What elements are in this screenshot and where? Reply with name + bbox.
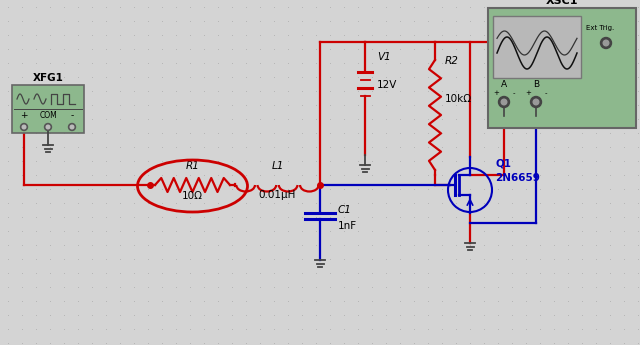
- Text: 2N6659: 2N6659: [495, 173, 540, 183]
- Circle shape: [68, 124, 76, 130]
- Circle shape: [501, 99, 507, 105]
- Text: +: +: [525, 90, 531, 96]
- Circle shape: [46, 125, 50, 129]
- Text: V1: V1: [377, 52, 391, 62]
- Text: +: +: [493, 90, 499, 96]
- Text: R2: R2: [445, 56, 459, 66]
- Text: -: -: [513, 90, 515, 96]
- FancyBboxPatch shape: [488, 8, 636, 128]
- Circle shape: [22, 125, 26, 129]
- Text: Q1: Q1: [495, 159, 511, 169]
- Text: +: +: [20, 111, 28, 120]
- Text: COM: COM: [39, 111, 57, 120]
- Text: -: -: [545, 90, 547, 96]
- Text: XSC1: XSC1: [546, 0, 579, 6]
- Circle shape: [45, 124, 51, 130]
- Text: Ext Trig.: Ext Trig.: [586, 25, 614, 31]
- Text: XFG1: XFG1: [33, 73, 63, 83]
- Text: 10Ω: 10Ω: [182, 191, 203, 201]
- Text: 10kΩ: 10kΩ: [445, 94, 472, 104]
- Circle shape: [600, 38, 611, 49]
- Text: A: A: [501, 80, 507, 89]
- Text: 1nF: 1nF: [338, 221, 357, 231]
- Text: R1: R1: [186, 161, 200, 171]
- Text: 0.01μH: 0.01μH: [259, 190, 296, 200]
- FancyBboxPatch shape: [12, 85, 84, 133]
- Circle shape: [20, 124, 28, 130]
- Circle shape: [531, 97, 541, 108]
- Text: -: -: [70, 111, 74, 120]
- Circle shape: [499, 97, 509, 108]
- Text: C1: C1: [338, 205, 352, 215]
- Text: L1: L1: [271, 161, 284, 171]
- Circle shape: [70, 125, 74, 129]
- Circle shape: [604, 40, 609, 46]
- Text: B: B: [533, 80, 539, 89]
- Text: 12V: 12V: [377, 80, 397, 90]
- FancyBboxPatch shape: [493, 16, 581, 78]
- Circle shape: [533, 99, 539, 105]
